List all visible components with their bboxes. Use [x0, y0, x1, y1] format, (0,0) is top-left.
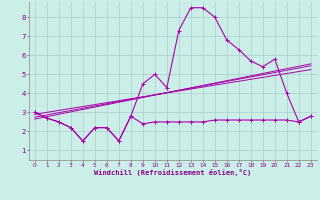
X-axis label: Windchill (Refroidissement éolien,°C): Windchill (Refroidissement éolien,°C) — [94, 169, 252, 176]
